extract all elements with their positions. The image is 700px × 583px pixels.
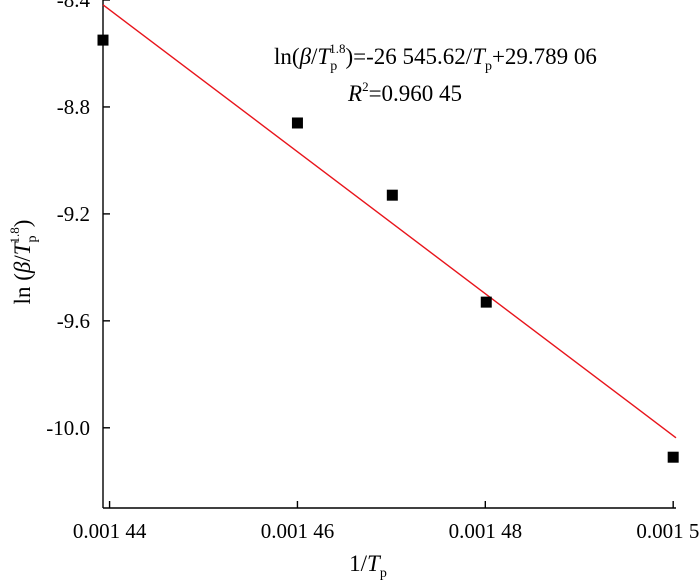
data-point: [667, 451, 679, 463]
y-tick-label: -10.0: [46, 416, 90, 440]
x-axis-title: 1/Tp: [349, 551, 387, 581]
x-tick-label: 0.001 44: [73, 519, 147, 543]
y-title-part-T: T: [10, 240, 35, 255]
y-tick-label: -8.4: [57, 0, 91, 12]
eq-part-0: ln(: [274, 44, 300, 69]
y-title-part-0: ln (: [10, 273, 35, 304]
eq-part-beta: β: [299, 44, 312, 69]
data-point: [97, 34, 109, 46]
y-tick-label: -9.2: [57, 202, 90, 226]
data-point: [480, 296, 492, 308]
equation-label: ln(β/Tp1.8)=-26 545.62/Tp+29.789 06: [274, 41, 597, 74]
r2-part-R: R: [347, 81, 362, 106]
eq-part-sub-p: p: [330, 59, 337, 74]
x-tick-label: 0.001 46: [261, 519, 335, 543]
data-points: [97, 34, 679, 463]
eq-part-slash: /: [311, 44, 318, 69]
y-title-part-sup: 1.8: [7, 227, 22, 243]
eq-part-sub-p2: p: [485, 59, 492, 74]
eq-part-mid: )=-26 545.62/: [345, 44, 472, 69]
r2-label: R2=0.960 45: [347, 79, 462, 106]
ticks: 0.001 44 0.001 46 0.001 48 0.001 50 -8.4 -8.8…: [46, 0, 700, 543]
eq-part-T2: T: [472, 44, 487, 69]
y-title-part-sub: p: [25, 235, 40, 242]
x-tick-label: 0.001 48: [449, 519, 523, 543]
fit-line: [102, 4, 677, 439]
x-title-part-0: 1/: [349, 551, 368, 576]
r2-part-value: =0.960 45: [369, 81, 462, 106]
y-axis-title: ln (β/Tp1.8): [7, 220, 40, 305]
y-title-part-beta: β: [10, 261, 35, 274]
y-tick-label: -9.6: [57, 309, 90, 333]
axes: [102, 0, 676, 509]
y-title-part-slash: /: [10, 255, 35, 262]
data-point: [291, 117, 303, 129]
eq-part-end: +29.789 06: [492, 44, 597, 69]
y-tick-label: -8.8: [57, 95, 90, 119]
x-title-part-T: T: [367, 551, 382, 576]
eq-part-sup-exp: 1.8: [329, 41, 345, 56]
x-title-part-sub: p: [380, 566, 387, 581]
fit-line-group: [102, 4, 677, 439]
x-tick-label: 0.001 50: [636, 519, 700, 543]
y-title-part-close: ): [10, 220, 35, 228]
r2-part-sup: 2: [362, 79, 369, 94]
data-point: [386, 189, 398, 201]
eq-part-T: T: [317, 44, 332, 69]
